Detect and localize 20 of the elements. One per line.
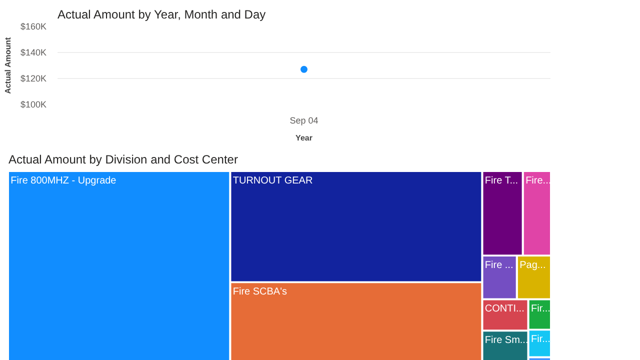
- x-axis-title: Year: [296, 134, 312, 142]
- category-label: Pag...: [520, 260, 546, 271]
- y-tick-label: $160K: [20, 22, 47, 32]
- chart-title: Actual Amount by Year, Month and Day: [58, 8, 266, 22]
- category-label: Fire 800MHZ - Upgrade: [10, 175, 117, 186]
- category-label: Fire...: [526, 175, 552, 186]
- category-label: Fir...: [530, 334, 550, 345]
- y-axis-title: Actual Amount: [3, 37, 12, 94]
- category-label: Fire SCBA's: [232, 286, 288, 298]
- category-label: TURNOUT GEAR: [232, 175, 313, 186]
- y-tick-label: $140K: [20, 48, 47, 58]
- category-label: Fir...: [530, 304, 550, 315]
- text: Actual Amount by Division and Cost Center: [8, 152, 238, 166]
- category-label: Fire T...: [484, 175, 518, 186]
- category-label: Fire Sm...: [484, 334, 528, 346]
- category-label: Fire ...: [484, 260, 514, 271]
- y-tick-label: $120K: [20, 74, 47, 84]
- category-label: CONTI...: [484, 304, 524, 315]
- x-tick-label: Sep 04: [290, 116, 318, 126]
- y-tick-label: $100K: [20, 100, 47, 110]
